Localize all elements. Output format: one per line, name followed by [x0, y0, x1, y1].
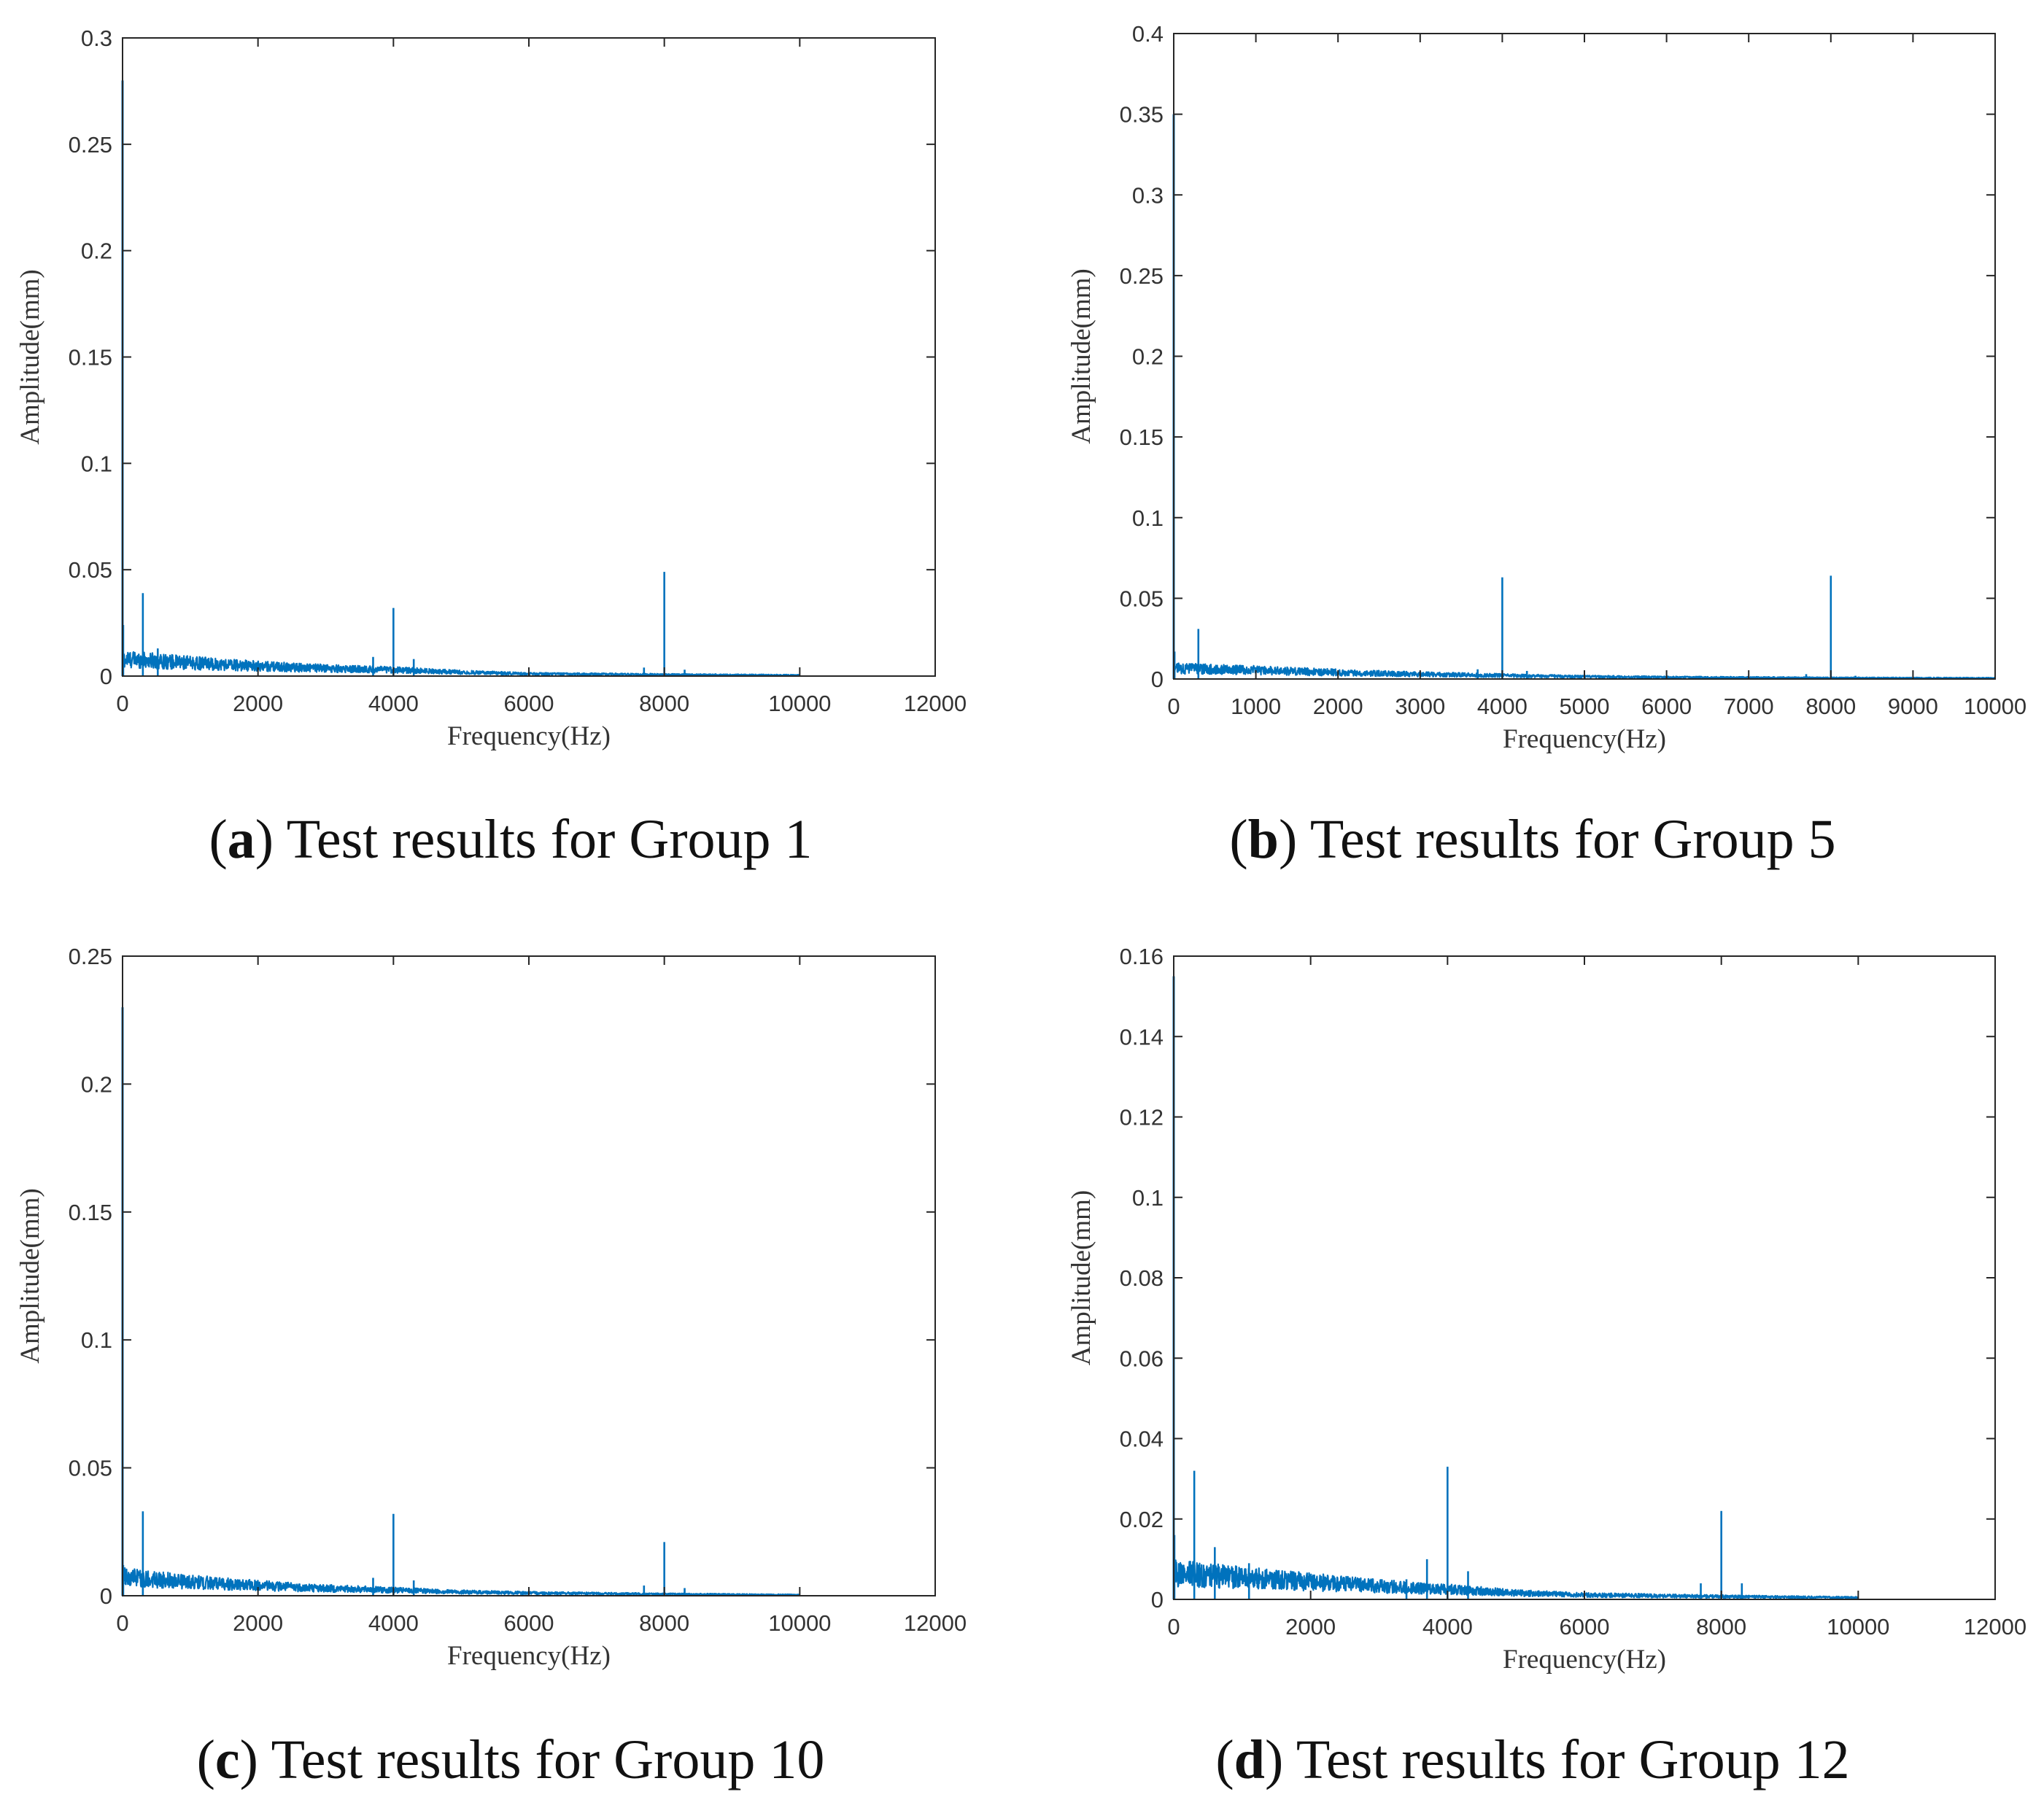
x-tick-label: 2000 [1313, 694, 1363, 719]
x-axis-label: Frequency(Hz) [1503, 1645, 1666, 1675]
x-tick-label: 8000 [639, 691, 689, 716]
x-tick-label: 1000 [1231, 694, 1281, 719]
y-tick-label: 0.16 [1120, 944, 1164, 969]
y-tick-label: 0 [1151, 1587, 1164, 1613]
y-tick-label: 0.1 [81, 451, 112, 476]
x-tick-label: 10000 [768, 1610, 831, 1636]
y-tick-label: 0.04 [1120, 1427, 1164, 1452]
caption-d-letter: d [1234, 1729, 1265, 1790]
x-tick-label: 10000 [1964, 694, 2026, 719]
y-tick-label: 0.35 [1120, 102, 1164, 128]
x-tick-label: 6000 [1641, 694, 1692, 719]
x-tick-label: 8000 [1696, 1614, 1746, 1640]
x-tick-label: 4000 [368, 691, 419, 716]
y-tick-label: 0.4 [1132, 21, 1164, 47]
x-axis-label: Frequency(Hz) [1503, 724, 1666, 754]
caption-b: (b) Test results for Group 5 [1229, 809, 1836, 870]
plot-frame [122, 955, 936, 1596]
x-tick-label: 12000 [1964, 1614, 2026, 1640]
y-tick-label: 0.25 [69, 132, 112, 158]
x-tick-label: 7000 [1724, 694, 1774, 719]
y-tick-label: 0.25 [69, 944, 112, 969]
x-tick-label: 12000 [904, 1610, 967, 1636]
y-tick-label: 0.1 [1132, 505, 1164, 531]
y-tick-label: 0 [100, 1583, 112, 1609]
x-axis-label: Frequency(Hz) [447, 721, 611, 751]
y-tick-label: 0.2 [81, 238, 112, 264]
caption-a-text: Test results for Group 1 [286, 809, 813, 870]
y-axis-label: Amplitude(mm) [15, 1188, 45, 1363]
y-tick-label: 0.2 [1132, 344, 1164, 370]
x-tick-label: 4000 [1422, 1614, 1473, 1640]
y-axis-label: Amplitude(mm) [1066, 268, 1096, 443]
y-tick-label: 0.05 [69, 557, 112, 583]
y-tick-label: 0.1 [1132, 1185, 1164, 1211]
x-tick-label: 3000 [1395, 694, 1445, 719]
y-tick-label: 0.15 [69, 345, 112, 370]
caption-c: (c) Test results for Group 10 [196, 1729, 825, 1790]
x-tick-label: 10000 [768, 691, 831, 716]
caption-b-text: Test results for Group 5 [1309, 809, 1836, 870]
spectrum-trace [121, 651, 801, 677]
x-tick-label: 9000 [1888, 694, 1938, 719]
y-tick-label: 0.02 [1120, 1507, 1164, 1532]
x-tick-label: 4000 [368, 1610, 419, 1636]
spectrum-trace [1172, 1559, 1859, 1599]
y-tick-label: 0.1 [81, 1327, 112, 1353]
y-tick-label: 0.12 [1120, 1105, 1164, 1130]
caption-b-letter: b [1247, 809, 1279, 870]
y-tick-label: 0.15 [1120, 424, 1164, 450]
y-tick-label: 0.15 [69, 1200, 112, 1225]
x-tick-label: 12000 [904, 691, 967, 716]
plot-frame [122, 37, 936, 677]
x-tick-label: 8000 [639, 1610, 689, 1636]
y-axis-label: Amplitude(mm) [15, 269, 45, 444]
chart-d: 0 2000 4000 6000 8000 10000 12000 0 0.02 0.04 0.06… [1066, 944, 2026, 1675]
x-tick-label: 2000 [1285, 1614, 1336, 1640]
x-tick-label: 2000 [233, 691, 283, 716]
x-tick-label: 10000 [1827, 1614, 1889, 1640]
y-tick-label: 0.05 [1120, 586, 1164, 611]
x-tick-label: 5000 [1560, 694, 1610, 719]
x-tick-label: 6000 [1560, 1614, 1610, 1640]
caption-d: (d) Test results for Group 12 [1215, 1729, 1850, 1790]
x-axis-label: Frequency(Hz) [447, 1641, 611, 1671]
y-tick-label: 0.08 [1120, 1265, 1164, 1291]
x-tick-label: 0 [116, 1610, 128, 1636]
spectrum-trace [121, 1567, 800, 1596]
y-tick-label: 0.2 [81, 1071, 112, 1097]
y-tick-label: 0.14 [1120, 1024, 1164, 1049]
chart-a: 0 2000 4000 6000 8000 10000 12000 0 0.05 0.1 0.15 0… [15, 26, 967, 751]
y-tick-label: 0 [100, 664, 112, 689]
plot-frame [1173, 955, 1996, 1600]
x-tick-label: 6000 [504, 691, 554, 716]
y-axis-label: Amplitude(mm) [1066, 1190, 1096, 1365]
caption-a-letter: a [227, 809, 255, 870]
caption-c-letter: c [214, 1729, 240, 1790]
y-tick-label: 0 [1151, 667, 1164, 692]
x-tick-label: 0 [1167, 1614, 1180, 1640]
x-tick-label: 2000 [233, 1610, 283, 1636]
x-tick-label: 0 [1167, 694, 1180, 719]
x-tick-label: 8000 [1805, 694, 1856, 719]
chart-b: 0 1000 2000 3000 4000 5000 6000 7000 8000 9000 100… [1066, 21, 2026, 754]
y-tick-label: 0.25 [1120, 263, 1164, 289]
y-tick-label: 0.3 [1132, 182, 1164, 208]
x-tick-label: 6000 [504, 1610, 554, 1636]
caption-d-text: Test results for Group 12 [1296, 1729, 1850, 1790]
y-tick-label: 0.05 [69, 1456, 112, 1481]
y-tick-label: 0.06 [1120, 1346, 1164, 1371]
chart-c: 0 2000 4000 6000 8000 10000 12000 0 0.05 0.1 0.15 0… [15, 944, 967, 1671]
caption-a: (a) Test results for Group 1 [209, 809, 813, 870]
x-tick-label: 4000 [1477, 694, 1528, 719]
x-tick-label: 0 [116, 691, 128, 716]
plot-frame [1173, 33, 1996, 680]
y-tick-label: 0.3 [81, 26, 112, 51]
caption-c-text: Test results for Group 10 [271, 1729, 825, 1790]
